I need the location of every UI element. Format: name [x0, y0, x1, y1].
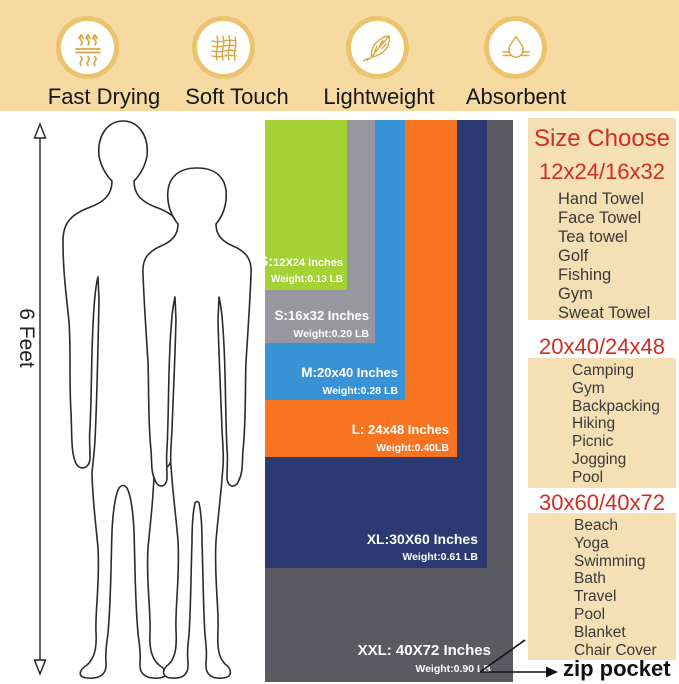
- list-item: Swimming: [574, 552, 646, 570]
- icon-circle: [61, 21, 114, 74]
- towel-dimensions: 20x40 Inches: [317, 365, 398, 380]
- towel-weight: Weight:0.90 LB: [415, 662, 491, 675]
- list-item: Hand Towel: [558, 190, 644, 208]
- towel-size: XXL:: [357, 641, 392, 659]
- list-item: Picnic: [572, 433, 614, 451]
- use-list-2: Camping Gym Backpacking Hiking Picnic Jogging…: [528, 358, 676, 487]
- towel-weight: Weight:0.28 LB: [322, 384, 398, 397]
- list-item: Fishing: [558, 266, 612, 284]
- soft-touch-icon: [192, 16, 255, 79]
- towel-weight: Weight:0.13 LB: [270, 273, 343, 285]
- use-list-3: Beach Yoga Swimming Bath Travel Pool Blanket Ch…: [528, 513, 676, 659]
- towel-size: XL:: [366, 530, 390, 547]
- towel-size: S:: [274, 308, 289, 323]
- measure-arrow: [33, 122, 47, 676]
- zip-pocket-label: zip pocket: [563, 656, 671, 681]
- list-item: Chair Cover: [574, 641, 657, 659]
- towel-weight: Weight:0.40LB: [376, 441, 449, 454]
- towel-size: M:: [301, 365, 318, 380]
- absorbent-icon: [484, 16, 547, 79]
- list-item: Pool: [572, 468, 604, 486]
- list-item: Tea towel: [558, 228, 628, 246]
- list-item: Gym: [558, 285, 593, 303]
- fast-drying-icon: [56, 16, 119, 79]
- list-item: Travel: [574, 588, 617, 606]
- feature-label-absorbent: Absorbent: [465, 84, 567, 109]
- list-item: Blanket: [574, 623, 626, 641]
- height-label: 6 Feet: [15, 308, 38, 368]
- towel-size: XS:: [248, 253, 274, 271]
- size-guide-block-3: Beach Yoga Swimming Bath Travel Pool Blanket Ch…: [528, 513, 676, 660]
- size-guide-title: Size Choose: [533, 125, 671, 152]
- towel-weight: Weight:0.20 LB: [293, 327, 369, 340]
- list-item: Beach: [574, 517, 618, 534]
- list-item: Backpacking: [572, 397, 660, 415]
- towel-size: L:: [351, 422, 365, 437]
- list-item: Jogging: [572, 450, 627, 468]
- list-item: Camping: [572, 362, 635, 379]
- towel-dimensions: 30X60 Inches: [389, 530, 478, 547]
- list-item: Bath: [574, 570, 606, 588]
- list-item: Face Towel: [558, 209, 642, 227]
- towel-dimensions: 40X72 Inches: [391, 641, 491, 659]
- towel-dimensions: 12X24 Inches: [273, 257, 343, 270]
- towel-dimensions: 24x48 Inches: [364, 422, 449, 437]
- list-item: Hiking: [572, 415, 616, 433]
- towel-xs: XS:12X24 Inches Weight:0.13 LB: [248, 120, 347, 290]
- list-item: Golf: [558, 247, 589, 265]
- man-figure: [62, 120, 184, 679]
- towel-dimensions: 16x32 Inches: [288, 308, 369, 323]
- use-list-1: Hand Towel Face Towel Tea towel Golf Fishing…: [528, 190, 676, 323]
- feature-label-fast-drying: Fast Drying: [47, 84, 161, 109]
- list-item: Sweat Towel: [558, 304, 651, 322]
- size-group-header-3: 30x60/40x72: [539, 490, 665, 515]
- list-item: Pool: [574, 605, 606, 623]
- size-guide-block-2: Camping Gym Backpacking Hiking Picnic Jogging…: [528, 358, 676, 488]
- lightweight-icon: [346, 16, 409, 79]
- size-group-header-1: 12x24/16x32: [539, 159, 665, 184]
- woman-figure: [142, 167, 252, 679]
- list-item: Yoga: [574, 534, 609, 552]
- feature-label-soft-touch: Soft Touch: [185, 84, 289, 109]
- feature-label-lightweight: Lightweight: [323, 84, 435, 109]
- towel-weight: Weight:0.61 LB: [402, 550, 478, 563]
- size-group-header-2: 20x40/24x48: [539, 334, 665, 359]
- icon-circle: [197, 21, 250, 74]
- list-item: Gym: [572, 379, 605, 397]
- icon-circle: [489, 21, 542, 74]
- size-guide-block-1: Size Choose 12x24/16x32 Hand Towel Face T…: [528, 118, 676, 323]
- icon-circle: [351, 21, 404, 74]
